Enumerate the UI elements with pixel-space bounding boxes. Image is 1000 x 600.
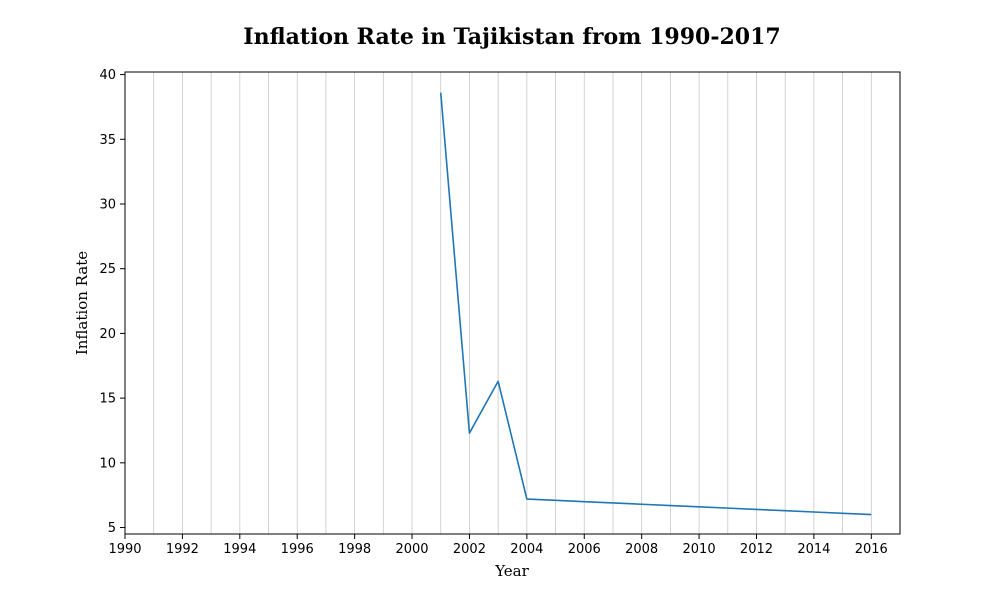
chart-title: Inflation Rate in Tajikistan from 1990-2… [243,24,780,50]
y-tick-label: 25 [99,262,116,277]
plot-area [439,92,872,516]
x-tick-label: 2000 [395,542,428,557]
x-tick-label: 2006 [568,542,601,557]
y-tick-label: 30 [99,198,116,213]
y-tick-label: 10 [99,456,116,471]
y-axis-label: Inflation Rate [73,251,91,355]
y-tick-label: 35 [99,133,116,148]
x-tick-label: 2010 [683,542,716,557]
inflation-series-line [439,92,872,516]
x-tick-label: 1998 [338,542,371,557]
x-tick-label: 2012 [740,542,773,557]
x-axis-label: Year [494,562,529,580]
x-tick-label: 2014 [797,542,830,557]
x-tick-label: 2008 [625,542,658,557]
y-axis-ticks: 5 10 15 20 25 30 35 40 [99,68,125,536]
grid-lines [124,72,901,534]
x-tick-label: 1994 [223,542,256,557]
x-tick-label: 2004 [510,542,543,557]
y-tick-label: 15 [99,392,116,407]
x-axis-ticks: 1990 1992 1994 1996 1998 2000 2002 2004 2006 2008… [108,534,888,557]
x-tick-label: 2016 [855,542,888,557]
axes-frame [124,71,901,535]
y-tick-label: 20 [99,327,116,342]
y-tick-label: 40 [99,68,116,83]
y-tick-label: 5 [108,521,116,536]
x-tick-label: 1990 [108,542,141,557]
x-tick-label: 2002 [453,542,486,557]
x-tick-label: 1996 [281,542,314,557]
x-tick-label: 1992 [166,542,199,557]
